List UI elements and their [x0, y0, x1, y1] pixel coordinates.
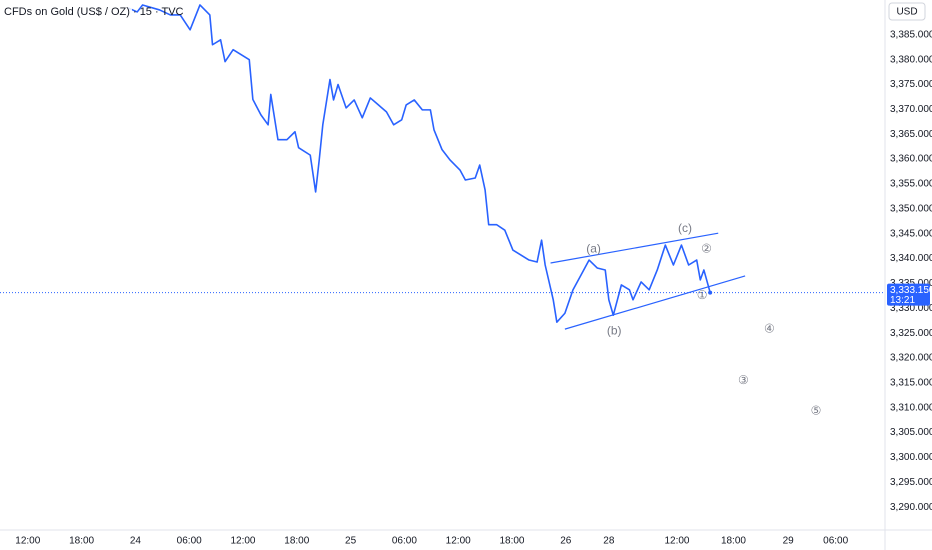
- x-tick-label: 18:00: [499, 536, 524, 547]
- x-tick-label: 25: [345, 536, 357, 547]
- price-badge: [887, 283, 930, 306]
- countdown-label: 13:21: [890, 295, 915, 306]
- title-backdrop: [0, 2, 132, 20]
- y-tick-label: 3,310.000: [890, 402, 932, 413]
- y-tick-label: 3,300.000: [890, 452, 932, 463]
- wave-label: ③: [738, 373, 749, 387]
- trend-line: [564, 275, 746, 330]
- x-tick-label: 12:00: [446, 536, 471, 547]
- trend-line: [550, 232, 719, 264]
- chart-title: CFDs on Gold (US$ / OZ) · 15 · TVC: [4, 6, 184, 18]
- x-tick-label: 18:00: [69, 536, 94, 547]
- last-point: [708, 290, 713, 295]
- x-tick-label: 29: [783, 536, 795, 547]
- y-tick-label: 3,355.000: [890, 179, 932, 190]
- y-tick-label: 3,380.000: [890, 54, 932, 65]
- y-tick-label: 3,360.000: [890, 154, 932, 165]
- y-tick-label: 3,385.000: [890, 29, 932, 40]
- x-tick-label: 26: [560, 536, 572, 547]
- y-tick-label: 3,320.000: [890, 353, 932, 364]
- price-line: [127, 4, 711, 323]
- y-tick-label: 3,365.000: [890, 129, 932, 140]
- y-tick-label: 3,295.000: [890, 477, 932, 488]
- price-badge-label: 3,333.150: [890, 285, 932, 296]
- y-tick-label: 3,325.000: [890, 328, 932, 339]
- wave-label: (b): [607, 323, 622, 337]
- wave-label: ②: [701, 241, 712, 255]
- x-tick-label: 12:00: [15, 536, 40, 547]
- y-tick-label: 3,315.000: [890, 377, 932, 388]
- plot-area: (a) (b) (c) ① ② ③ ④ ⑤: [127, 4, 822, 417]
- wave-label: ⑤: [811, 403, 822, 417]
- x-tick-label: 28: [603, 536, 615, 547]
- currency-box[interactable]: [888, 2, 926, 21]
- x-tick-label: 06:00: [392, 536, 417, 547]
- currency[interactable]: USD: [896, 7, 917, 18]
- x-tick-label: 24: [130, 536, 142, 547]
- y-tick-label: 3,305.000: [890, 427, 932, 438]
- x-tick-label: 06:00: [177, 536, 202, 547]
- wave-label: (c): [678, 221, 692, 235]
- x-tick-label: 12:00: [230, 536, 255, 547]
- x-tick-label: 18:00: [721, 536, 746, 547]
- y-tick-label: 3,335.000: [890, 278, 932, 289]
- y-tick-label: 3,290.000: [890, 502, 932, 513]
- y-tick-label: 3,370.000: [890, 104, 932, 115]
- wave-label: (a): [586, 241, 601, 255]
- y-tick-label: 3,345.000: [890, 228, 932, 239]
- x-tick-label: 12:00: [664, 536, 689, 547]
- y-tick-label: 3,350.000: [890, 203, 932, 214]
- wave-label: ①: [697, 288, 708, 302]
- wave-label: ④: [764, 321, 775, 335]
- y-tick-label: 3,340.000: [890, 253, 932, 264]
- y-tick-label: 3,375.000: [890, 79, 932, 90]
- y-tick-label: 3,330.000: [890, 303, 932, 314]
- x-tick-label: 18:00: [284, 536, 309, 547]
- x-tick-label: 06:00: [823, 536, 848, 547]
